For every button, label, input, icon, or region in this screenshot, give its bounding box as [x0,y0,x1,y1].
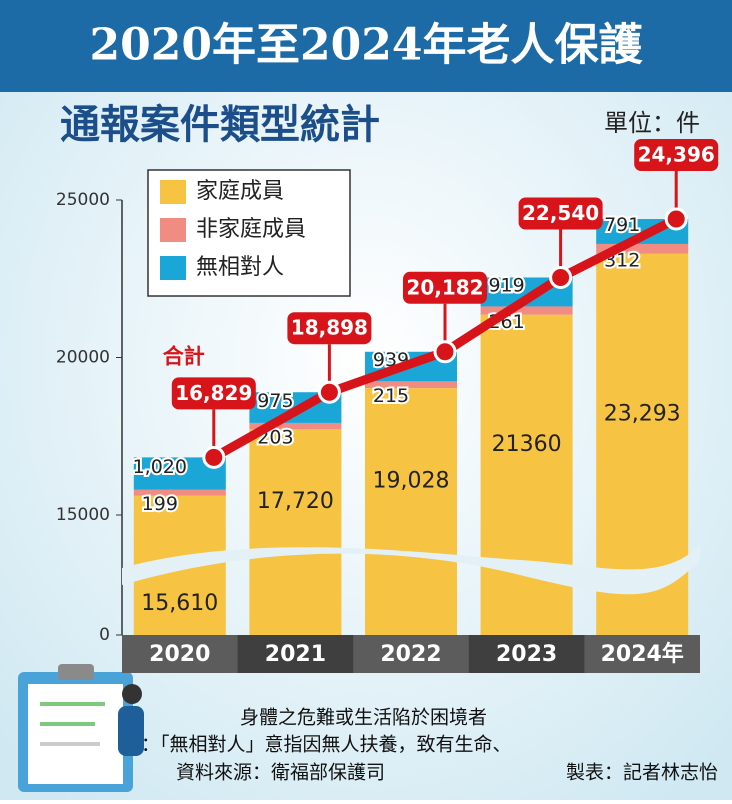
callout-box [171,377,256,410]
axis-break [122,545,700,595]
legend-swatch [160,256,186,280]
bar-segment [365,381,457,389]
value-label: 975 [257,390,293,412]
bar-segment [133,489,226,496]
total-label: 16,829 [175,381,252,405]
legend-label: 非家庭成員 [196,217,306,242]
value-label: 791 [604,214,640,236]
value-label: 1,020 [133,456,187,478]
value-label: 15,610 [141,591,218,616]
legend-label: 無相對人 [196,255,284,280]
note: 註：「無相對人」意指因無人扶養，致有生命、 [122,734,512,756]
x-tick-label: 2024年 [601,641,684,667]
callout-box [287,312,372,345]
bar-segment [480,314,573,635]
bar-segment [365,388,457,635]
x-axis-band [237,635,354,673]
callout-box [518,197,603,230]
y-tick-label: 25000 [56,190,110,210]
legend-label: 家庭成員 [196,179,284,204]
callout-box [403,271,487,304]
value-label: 199 [142,493,178,515]
total-name: 合計 [163,344,205,368]
chart-title: 2020年至2024年老人保護 [90,20,644,71]
x-tick-label: 2023 [496,642,557,667]
value-label: 215 [373,385,409,407]
value-label: 23,293 [604,401,681,426]
callout-box [634,139,719,172]
credit: 製表：記者林志怡 [566,762,718,784]
y-tick-label: 0 [99,625,110,645]
bar-segment [249,429,342,635]
x-tick-label: 2021 [265,642,326,667]
value-label: 312 [604,249,640,271]
illustration [18,664,144,792]
note: 身體之危難或生活陷於困境者 [240,707,487,729]
total-label: 20,182 [406,275,483,299]
total-point [664,207,688,231]
x-axis-band [468,635,585,673]
total-point [317,380,341,404]
total-label: 22,540 [522,201,599,225]
chart-subtitle: 通報案件類型統計 [60,101,380,148]
total-label: 24,396 [638,143,715,167]
unit-label: 單位：件 [604,109,700,137]
title-banner [0,0,732,92]
value-label: 919 [488,274,524,296]
x-axis-band [122,635,700,673]
x-tick-label: 2020 [149,642,210,667]
legend-swatch [160,218,186,242]
value-label: 21360 [492,432,562,457]
total-point [549,265,573,289]
bar-segment [249,422,342,430]
total-point [433,340,457,364]
bar-segment [596,243,689,254]
y-tick-label: 15000 [56,505,110,525]
total-point [202,445,226,469]
x-tick-label: 2022 [380,642,441,667]
y-tick-label: 20000 [56,348,110,368]
legend-swatch [160,180,186,204]
value-label: 19,028 [373,469,450,494]
bar-segment [480,306,573,315]
value-label: 17,720 [257,489,334,514]
source: 資料來源：衛福部保護司 [176,762,385,784]
total-label: 18,898 [291,316,368,340]
